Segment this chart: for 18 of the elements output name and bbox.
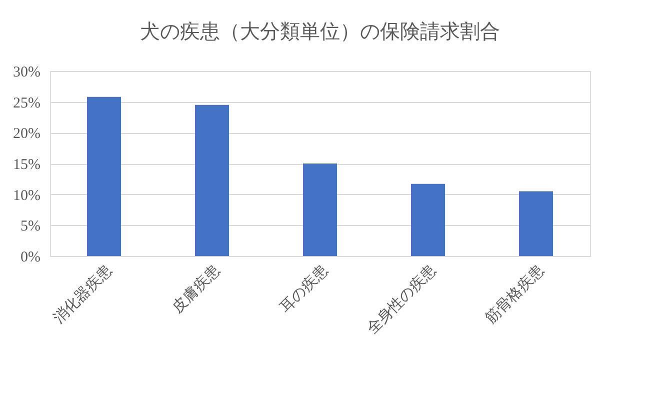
bar bbox=[195, 104, 229, 256]
bar bbox=[87, 96, 121, 256]
bar bbox=[519, 191, 553, 256]
chart-title: 犬の疾患（大分類単位）の保険請求割合 bbox=[140, 21, 500, 43]
x-tick-label: 筋骨格疾患 bbox=[482, 262, 548, 327]
y-tick-label: 0% bbox=[20, 250, 40, 266]
y-tick-label: 25% bbox=[13, 95, 40, 112]
x-tick-label: 全身性の疾患 bbox=[364, 262, 440, 338]
bar bbox=[411, 184, 445, 256]
x-tick-label: 皮膚疾患 bbox=[168, 262, 224, 316]
y-tick-label: 15% bbox=[13, 157, 40, 173]
y-tick-label: 20% bbox=[13, 126, 40, 142]
y-tick-label: 5% bbox=[20, 218, 40, 235]
x-tick-label: 耳の疾患 bbox=[276, 262, 332, 316]
y-tick-label: 30% bbox=[13, 64, 40, 80]
x-tick-label: 消化器疾患 bbox=[50, 262, 116, 327]
y-tick-label: 10% bbox=[13, 188, 40, 204]
bar bbox=[303, 164, 337, 256]
